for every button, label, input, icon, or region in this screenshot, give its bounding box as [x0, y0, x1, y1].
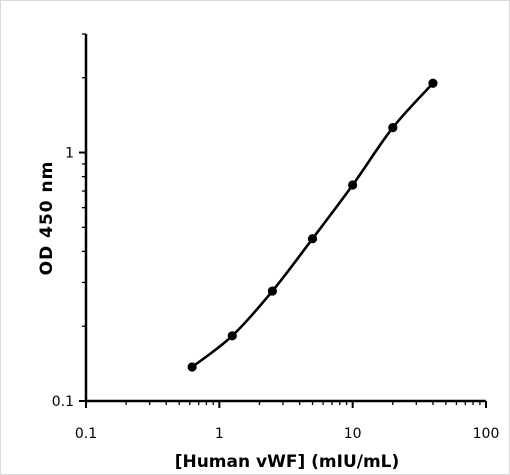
data-point	[388, 123, 398, 133]
data-point	[267, 286, 277, 296]
x-tick-label: 0.1	[75, 426, 97, 442]
data-point	[307, 234, 318, 244]
data-point	[187, 362, 197, 372]
data-point	[348, 180, 358, 190]
data-point	[227, 331, 237, 341]
y-tick-label: 0.1	[52, 394, 74, 410]
x-tick-label: 10	[344, 426, 362, 442]
axes	[84, 34, 486, 403]
data-point	[428, 78, 438, 88]
data-points	[187, 78, 438, 372]
x-tick-label: 100	[473, 426, 500, 442]
x-tick-label: 1	[215, 426, 224, 442]
axis-ticks	[79, 33, 487, 408]
y-axis-title: OD 450 nm	[37, 161, 57, 276]
x-axis-title: [Human vWF] (mIU/mL)	[175, 452, 400, 472]
y-tick-label: 1	[65, 146, 74, 162]
tick-labels: 0.1 1 10 100 0.1 1	[52, 146, 500, 442]
